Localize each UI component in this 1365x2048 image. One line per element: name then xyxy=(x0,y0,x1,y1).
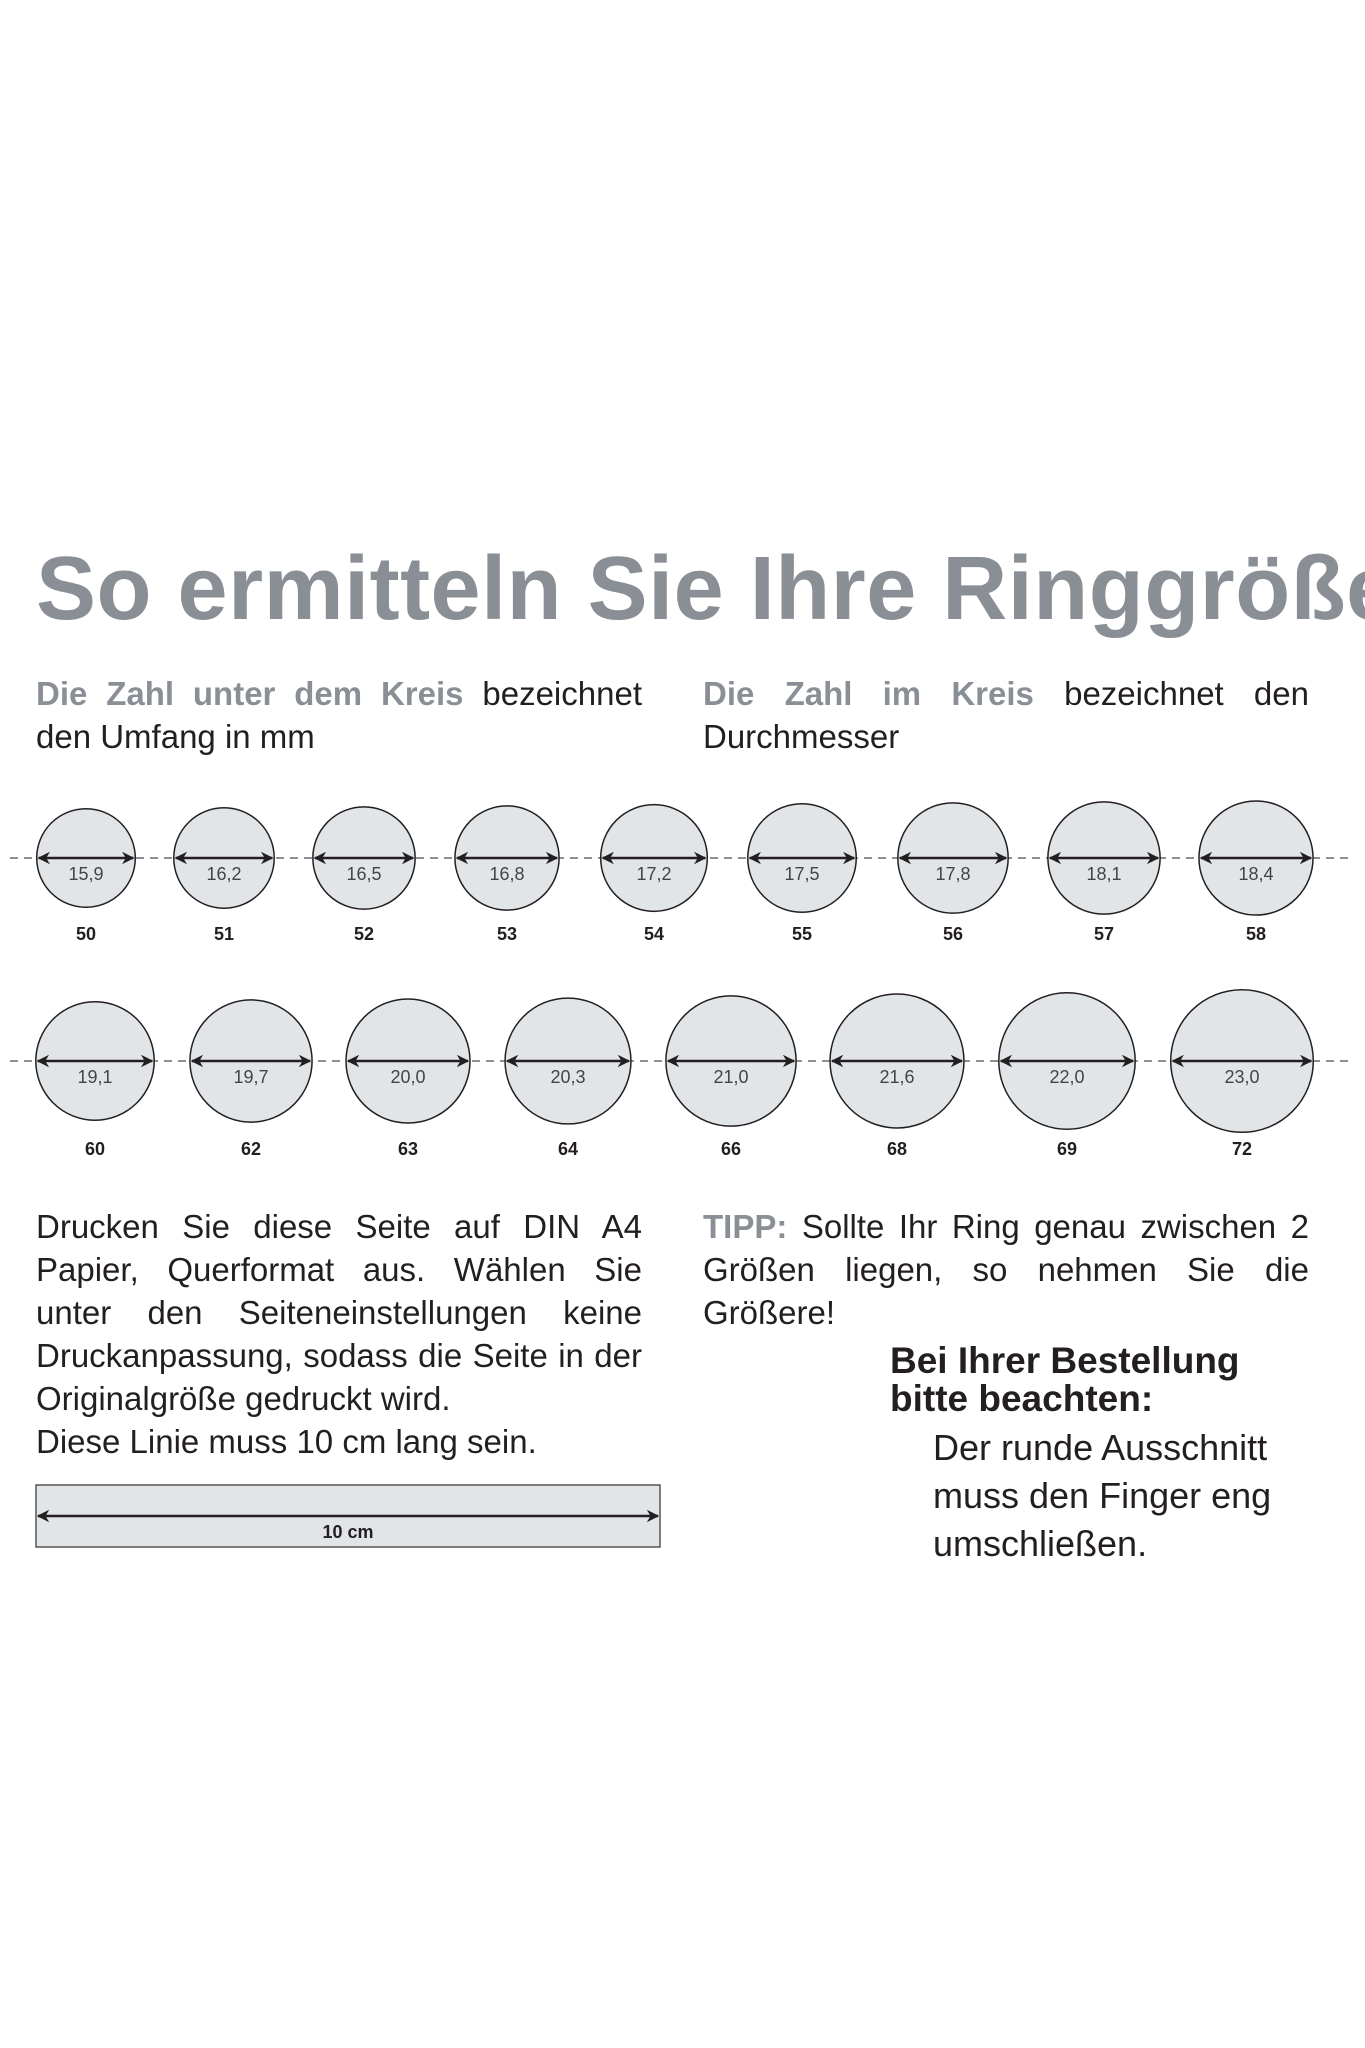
intro-right-highlight: Die Zahl im Kreis xyxy=(703,675,1034,712)
ring-diameter-label: 18,1 xyxy=(1086,864,1121,884)
ring-diameter-label: 22,0 xyxy=(1049,1067,1084,1087)
ring-diameter-label: 17,5 xyxy=(784,864,819,884)
line-note-text: Diese Linie muss 10 cm lang sein. xyxy=(36,1423,537,1460)
ruler-box xyxy=(35,1484,661,1548)
ring-diameter-label: 17,2 xyxy=(636,864,671,884)
ring-diameter-label: 20,0 xyxy=(390,1067,425,1087)
page-title: So ermitteln Sie Ihre Ringgröße xyxy=(36,539,1365,639)
ring-diameter-label: 19,7 xyxy=(233,1067,268,1087)
ring-diameter-label: 15,9 xyxy=(68,864,103,884)
ring-diameter-label: 18,4 xyxy=(1238,864,1273,884)
ring-size-label: 53 xyxy=(497,924,517,944)
ring-size-label: 56 xyxy=(943,924,963,944)
ring-size-label: 51 xyxy=(214,924,234,944)
ring-diameter-label: 19,1 xyxy=(77,1067,112,1087)
ring-size-label: 72 xyxy=(1232,1139,1252,1159)
ring-size-label: 60 xyxy=(85,1139,105,1159)
order-line2: muss den Finger eng xyxy=(933,1475,1272,1516)
order-heading: Bei Ihrer Bestellung bitte beachten: xyxy=(890,1342,1240,1418)
tip-text: Sollte Ihr Ring genau zwischen 2 Größen … xyxy=(703,1208,1309,1331)
ring-diameter-label: 16,5 xyxy=(346,864,381,884)
ring-diameter-label: 20,3 xyxy=(550,1067,585,1087)
ring-size-label: 55 xyxy=(792,924,812,944)
order-heading-line1: Bei Ihrer Bestellung xyxy=(890,1340,1240,1381)
ring-size-label: 50 xyxy=(76,924,96,944)
ring-size-label: 62 xyxy=(241,1139,261,1159)
ring-diameter-label: 17,8 xyxy=(935,864,970,884)
ring-size-label: 58 xyxy=(1246,924,1266,944)
ring-size-label: 57 xyxy=(1094,924,1114,944)
intro-diameter: Die Zahl im Kreis bezeichnet den Durchme… xyxy=(703,672,1309,758)
ring-diameter-label: 21,0 xyxy=(713,1067,748,1087)
print-note-text: Drucken Sie diese Seite auf DIN A4 Papie… xyxy=(36,1208,642,1417)
ring-size-chart: 15,9 50 16,2 51 16,5 52 16,8 53 17,2 54 17,5 55 17,8… xyxy=(10,800,1352,1159)
tip: TIPP: Sollte Ihr Ring genau zwischen 2 G… xyxy=(703,1205,1309,1334)
ring-diameter-label: 16,8 xyxy=(489,864,524,884)
order-heading-line2: bitte beachten: xyxy=(890,1378,1154,1419)
ring-diameter-label: 16,2 xyxy=(206,864,241,884)
order-line1: Der runde Ausschnitt xyxy=(933,1427,1268,1468)
ring-size-label: 64 xyxy=(558,1139,578,1159)
print-instructions: Drucken Sie diese Seite auf DIN A4 Papie… xyxy=(36,1205,642,1463)
ring-diameter-label: 21,6 xyxy=(879,1067,914,1087)
intro-left-highlight: Die Zahl unter dem Kreis xyxy=(36,675,464,712)
ring-diameter-label: 23,0 xyxy=(1224,1067,1259,1087)
ring-size-label: 69 xyxy=(1057,1139,1077,1159)
intro-left-text: bezeichnet den Umfang in mm xyxy=(36,675,642,755)
intro-right-text: bezeichnet den Durchmesser xyxy=(703,675,1309,755)
tip-label: TIPP: xyxy=(703,1208,788,1245)
ring-size-label: 68 xyxy=(887,1139,907,1159)
ring-size-label: 66 xyxy=(721,1139,741,1159)
ruler-label: 10 cm xyxy=(322,1522,373,1542)
ring-size-label: 54 xyxy=(644,924,664,944)
order-note: Der runde Ausschnitt muss den Finger eng… xyxy=(933,1424,1271,1568)
order-line3: umschließen. xyxy=(933,1523,1148,1564)
ring-size-label: 52 xyxy=(354,924,374,944)
intro-circumference: Die Zahl unter dem Kreis bezeichnet den … xyxy=(36,672,642,758)
ring-size-label: 63 xyxy=(398,1139,418,1159)
